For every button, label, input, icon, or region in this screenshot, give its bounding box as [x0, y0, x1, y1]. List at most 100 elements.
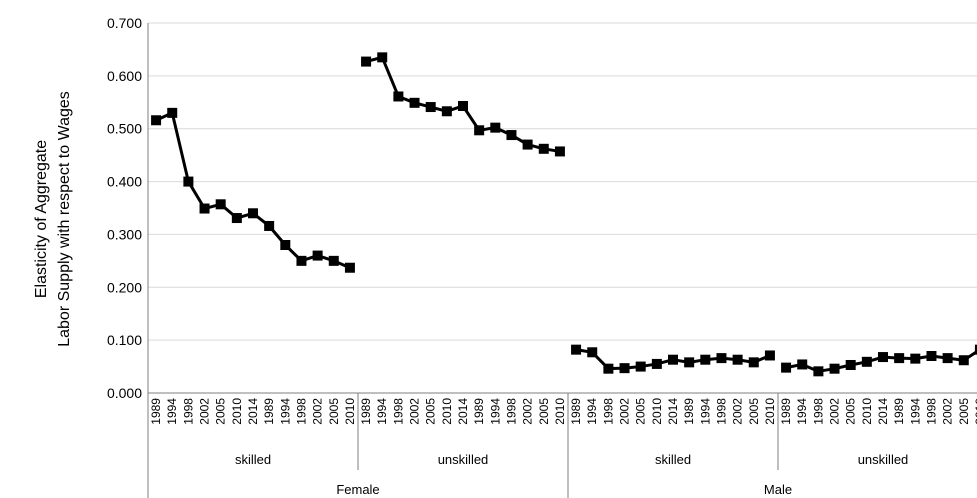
data-point-marker	[764, 350, 775, 361]
subgroup-label: skilled	[655, 452, 691, 467]
x-tick-label: 2005	[214, 398, 228, 425]
data-point-marker	[441, 106, 452, 117]
x-tick-label: 1994	[375, 398, 389, 425]
x-tick-label: 2005	[327, 398, 341, 425]
y-tick-label: 0.200	[107, 279, 142, 295]
x-tick-label: 1998	[924, 398, 938, 425]
y-tick-label: 0.700	[107, 15, 142, 31]
data-point-marker	[958, 355, 969, 366]
data-point-marker	[264, 220, 275, 231]
data-point-marker	[603, 363, 614, 374]
data-point-marker	[409, 97, 420, 108]
data-point-marker	[344, 262, 355, 273]
data-point-marker	[974, 344, 977, 355]
x-tick-label: 2002	[618, 398, 632, 425]
gender-label: Male	[764, 482, 792, 497]
data-point-marker	[878, 352, 888, 363]
y-tick-label: 0.300	[107, 226, 142, 242]
x-tick-label: 2002	[731, 398, 745, 425]
data-point-marker	[393, 91, 404, 102]
data-point-marker	[571, 344, 582, 355]
data-point-marker	[910, 353, 921, 364]
data-point-marker	[619, 363, 630, 374]
gridlines	[148, 22, 977, 341]
data-point-marker	[651, 358, 662, 369]
x-tick-label: 2002	[311, 398, 325, 425]
data-point-marker	[377, 52, 388, 63]
y-tick-label: 0.600	[107, 68, 142, 84]
data-point-marker	[199, 203, 210, 214]
x-tick-label: 1994	[585, 398, 599, 425]
y-axis-label-line-1: Elasticity of Aggregate	[33, 140, 50, 298]
y-tick-label: 0.500	[107, 121, 142, 137]
x-tick-label: 2005	[844, 398, 858, 425]
data-point-marker	[797, 359, 808, 370]
data-point-marker	[296, 255, 307, 266]
data-point-marker	[861, 356, 872, 367]
data-point-marker	[748, 357, 759, 368]
data-point-marker	[248, 208, 258, 219]
x-tick-label: 1989	[359, 398, 373, 425]
x-tick-label: 1994	[795, 398, 809, 425]
data-point-marker	[635, 361, 646, 372]
x-tick-label: 1994	[488, 398, 502, 425]
x-tick-label: 1994	[908, 398, 922, 425]
data-point-marker	[684, 357, 695, 368]
data-point-marker	[942, 353, 953, 364]
data-point-marker	[167, 107, 178, 118]
subgroup-label: unskilled	[858, 452, 909, 467]
x-tick-label: 1998	[811, 398, 825, 425]
data-point-marker	[732, 354, 743, 365]
y-axis-label-line-2: Labor Supply with respect to Wages	[56, 91, 73, 347]
x-tick-label: 1989	[779, 398, 793, 425]
x-tick-label: 1994	[165, 398, 179, 425]
series-line	[155, 111, 351, 270]
x-tick-label: 2010	[440, 398, 454, 425]
data-point-marker	[231, 213, 242, 224]
x-tick-label: 2005	[424, 398, 438, 425]
x-tick-label: 1989	[892, 398, 906, 425]
x-tick-label: 2002	[941, 398, 955, 425]
y-tick-label: 0.000	[107, 385, 142, 401]
data-point-marker	[829, 363, 840, 374]
data-point-marker	[894, 353, 905, 364]
data-point-marker	[716, 353, 727, 364]
y-tick-labels: 0.000 0.100 0.200 0.300 0.400 0.500 0.600 0.700	[107, 15, 142, 401]
data-point-marker	[538, 143, 549, 154]
data-point-marker	[183, 176, 194, 187]
data-point-marker	[328, 255, 339, 266]
series-lines	[151, 52, 977, 377]
x-tick-label: 2010	[230, 398, 244, 425]
subgroup-label: skilled	[235, 452, 271, 467]
x-tick-label: 2005	[537, 398, 551, 425]
x-tick-label: 2005	[957, 398, 971, 425]
data-point-marker	[700, 354, 711, 365]
x-tick-label: 2010	[860, 398, 874, 425]
x-tick-label: 2010	[973, 398, 977, 425]
x-tick-label: 2014	[666, 398, 680, 425]
x-tick-label: 2010	[763, 398, 777, 425]
x-tick-label: 1998	[181, 398, 195, 425]
x-tick-label: 1998	[714, 398, 728, 425]
data-point-marker	[554, 146, 565, 157]
x-tick-label: 2014	[246, 398, 260, 425]
x-tick-label: 2014	[876, 398, 890, 425]
x-tick-label: 1998	[601, 398, 615, 425]
x-tick-label: 1989	[472, 398, 486, 425]
x-tick-label: 2010	[343, 398, 357, 425]
data-point-marker	[312, 250, 323, 261]
data-point-marker	[474, 125, 485, 136]
y-axis-label: Elasticity of Aggregate Labor Supply wit…	[33, 91, 73, 347]
x-tick-label: 1998	[294, 398, 308, 425]
x-tick-label: 2002	[408, 398, 422, 425]
data-point-marker	[781, 362, 792, 373]
data-point-marker	[215, 199, 226, 210]
data-point-marker	[506, 130, 517, 141]
y-tick-label: 0.100	[107, 332, 142, 348]
x-tick-label: 1989	[262, 398, 276, 425]
data-point-marker	[151, 115, 162, 126]
data-point-marker	[926, 351, 937, 361]
x-tick-label: 2010	[650, 398, 664, 425]
x-tick-label: 2002	[521, 398, 535, 425]
x-tick-label: 1994	[278, 398, 292, 425]
